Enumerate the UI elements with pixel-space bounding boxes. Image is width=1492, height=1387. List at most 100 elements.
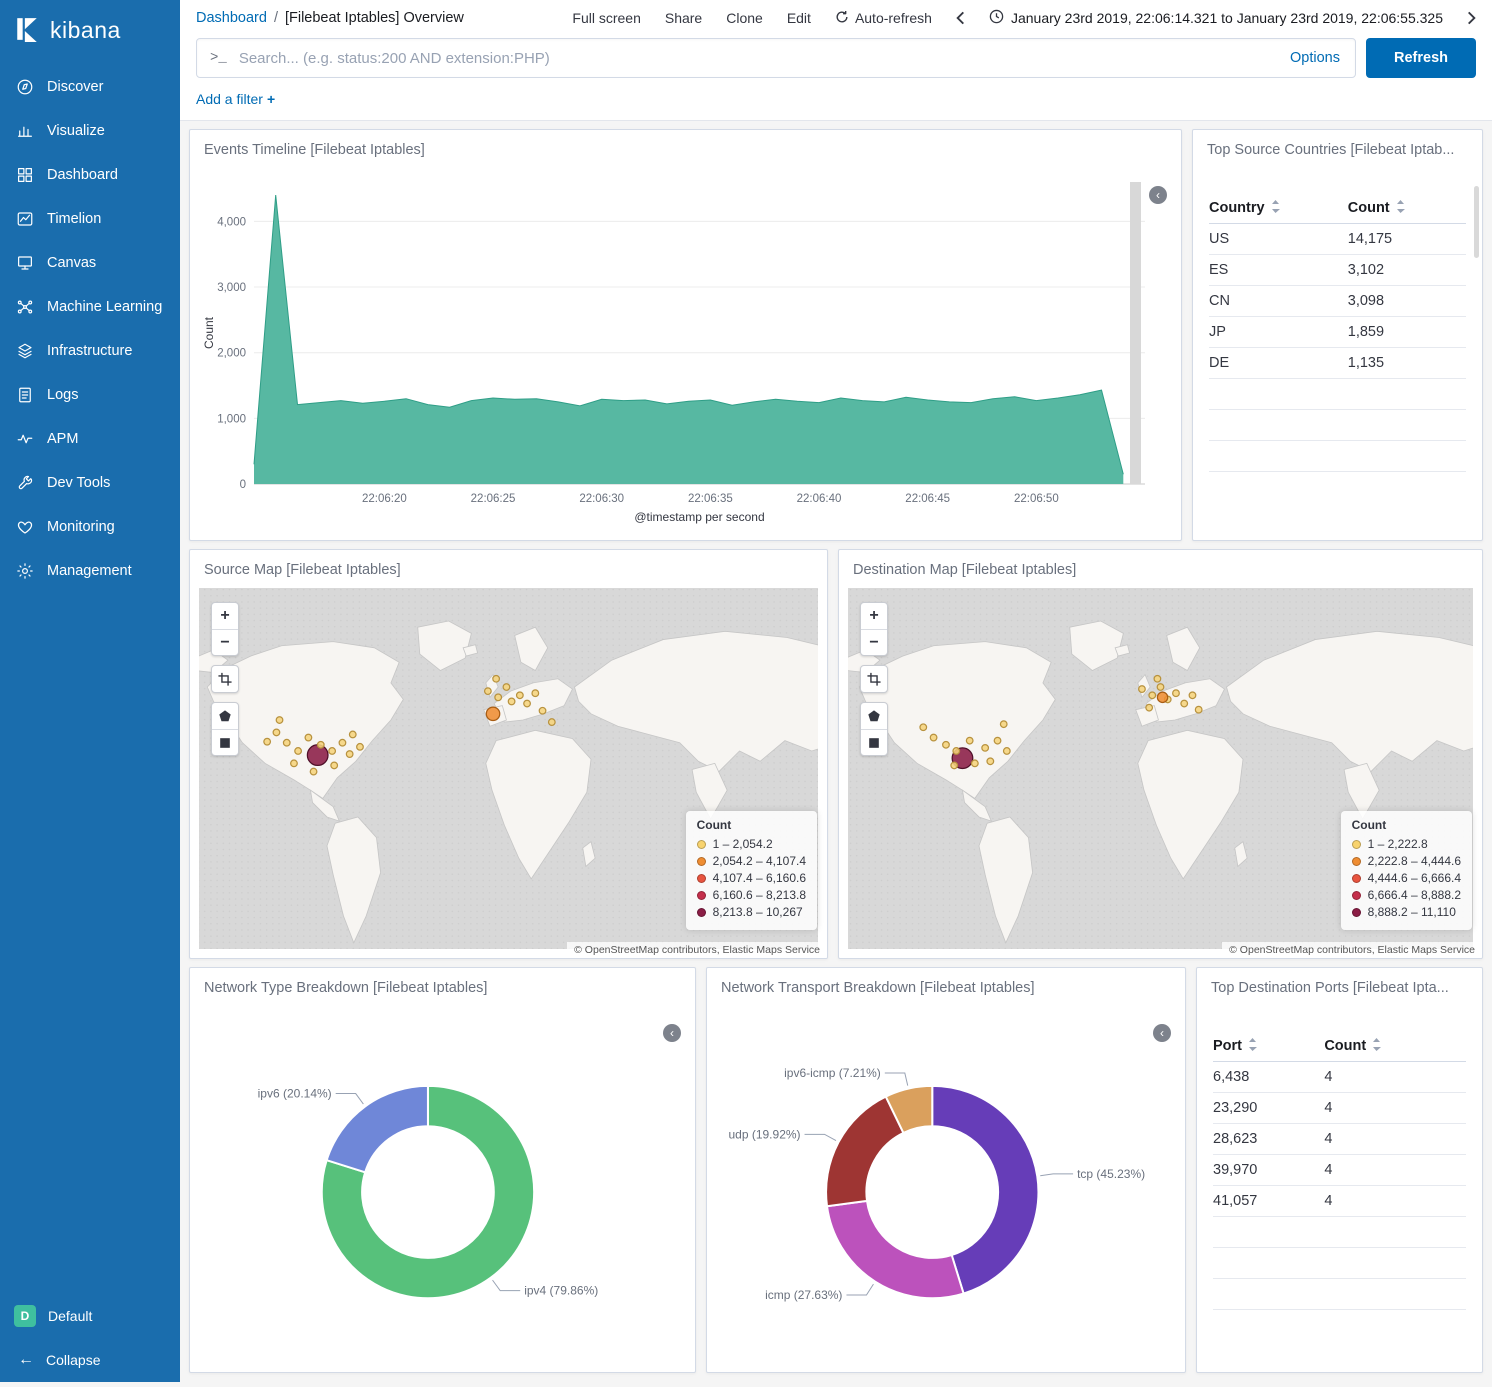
scrollbar[interactable] — [1474, 186, 1479, 258]
time-back-button[interactable] — [956, 9, 965, 27]
refresh-button[interactable]: Refresh — [1366, 38, 1476, 78]
sidebar-item-label: Discover — [47, 79, 104, 95]
kibana-logo-icon — [14, 16, 40, 45]
sidebar: kibana Discover Visualize Dashboard Timelio… — [0, 0, 180, 1382]
legend-item: 2,054.2 – 4,107.4 — [696, 853, 806, 870]
sidebar-item-apm[interactable]: APM — [0, 417, 180, 461]
map-marker — [494, 693, 503, 702]
sidebar-nav: Discover Visualize Dashboard Timelion Canvas… — [0, 65, 180, 593]
table-row: 41,057 4 — [1213, 1185, 1466, 1217]
zoom-out-button[interactable]: − — [861, 629, 887, 655]
sidebar-item-canvas[interactable]: Canvas — [0, 241, 180, 285]
map-marker — [993, 736, 1002, 745]
fit-bounds-icon[interactable] — [212, 666, 238, 692]
donut-slice-ipv6[interactable] — [325, 1084, 429, 1174]
map-controls: + − — [860, 602, 888, 756]
map-marker — [309, 767, 318, 776]
sidebar-item-space-default[interactable]: D Default — [0, 1294, 180, 1338]
donut-slice-icmp[interactable] — [825, 1199, 965, 1300]
sidebar-item-infrastructure[interactable]: Infrastructure — [0, 329, 180, 373]
app-title: kibana — [50, 17, 121, 43]
map-marker — [950, 761, 959, 770]
map-marker — [986, 757, 995, 766]
zoom-in-button[interactable]: + — [861, 603, 887, 629]
time-forward-button[interactable] — [1467, 9, 1476, 27]
legend-label: 2,222.8 – 4,444.6 — [1367, 854, 1461, 868]
sidebar-item-dev-tools[interactable]: Dev Tools — [0, 461, 180, 505]
collapse-label: Collapse — [46, 1352, 101, 1368]
svg-text:0: 0 — [240, 479, 246, 491]
menu-item-clone[interactable]: Clone — [726, 10, 763, 26]
add-filter-button[interactable]: Add a filter + — [196, 91, 276, 107]
column-header-country[interactable]: Country — [1209, 192, 1348, 224]
map-marker — [502, 683, 511, 691]
breadcrumb-dashboard-link[interactable]: Dashboard — [196, 10, 267, 26]
panel-title: Network Transport Breakdown [Filebeat Ip… — [721, 980, 1035, 996]
map-marker — [338, 738, 347, 747]
source-countries-table: Country Count US 14,175 ES 3,102 CN 3,098 JP 1,85… — [1193, 162, 1482, 472]
legend-label: 8,888.2 – 11,110 — [1367, 905, 1456, 919]
menu-item-edit[interactable]: Edit — [786, 10, 811, 26]
map-attribution: © OpenStreetMap contributors, Elastic Ma… — [1222, 942, 1482, 958]
sidebar-item-timelion[interactable]: Timelion — [0, 197, 180, 241]
map-marker — [345, 750, 354, 758]
table-row-empty — [1213, 1216, 1466, 1248]
donut-label-tcp: tcp (45.23%) — [1077, 1167, 1145, 1181]
time-range-picker[interactable]: January 23rd 2019, 22:06:14.321 to Janua… — [989, 9, 1443, 27]
pulse-icon — [16, 430, 34, 448]
column-header-count[interactable]: Count — [1347, 192, 1466, 224]
donut-label-udp: udp (19.92%) — [728, 1127, 800, 1141]
network-type-donut-chart[interactable]: ipv4 (79.86%) ipv6 (20.14%) — [200, 1008, 685, 1362]
map-marker — [981, 743, 990, 752]
panel-source-map: Source Map [Filebeat Iptables] + − — [189, 549, 828, 959]
sidebar-item-management[interactable]: Management — [0, 549, 180, 593]
column-header-count[interactable]: Count — [1324, 1030, 1466, 1062]
search-input[interactable] — [236, 48, 1276, 68]
sidebar-item-logs[interactable]: Logs — [0, 373, 180, 417]
kibana-logo[interactable]: kibana — [0, 0, 180, 65]
map-marker — [290, 759, 298, 768]
auto-refresh-button[interactable]: Auto-refresh — [835, 10, 932, 27]
panel-title: Top Source Countries [Filebeat Iptab... — [1207, 142, 1455, 158]
donut-slice-tcp[interactable] — [931, 1084, 1040, 1295]
column-header-port[interactable]: Port — [1213, 1030, 1325, 1062]
zoom-out-button[interactable]: − — [212, 629, 238, 655]
svg-text:Count: Count — [202, 316, 216, 349]
legend-toggle-icon[interactable]: ‹ — [1149, 186, 1167, 204]
zoom-in-button[interactable]: + — [212, 603, 238, 629]
legend-item: 1 – 2,054.2 — [696, 836, 806, 853]
legend-toggle-icon[interactable]: ‹ — [1153, 1024, 1171, 1042]
sidebar-item-monitoring[interactable]: Monitoring — [0, 505, 180, 549]
sidebar-item-visualize[interactable]: Visualize — [0, 109, 180, 153]
donut-slice-ipv6-icmp[interactable] — [884, 1084, 934, 1135]
legend-item: 8,213.8 – 10,267 — [696, 904, 806, 921]
menu-item-full-screen[interactable]: Full screen — [572, 10, 641, 26]
sidebar-item-machine-learning[interactable]: Machine Learning — [0, 285, 180, 329]
sidebar-item-dashboard[interactable]: Dashboard — [0, 153, 180, 197]
breadcrumb-row: Dashboard / [Filebeat Iptables] Overview… — [180, 0, 1492, 34]
events-timeline-chart[interactable]: 0 1,000 2,000 3,000 4,000 22:06:20 22:06:25 22:… — [200, 174, 1171, 530]
search-options-link[interactable]: Options — [1290, 50, 1340, 66]
ml-nodes-icon — [16, 298, 34, 316]
draw-polygon-icon[interactable] — [861, 703, 887, 729]
table-cell: 4 — [1324, 1123, 1466, 1155]
draw-rectangle-icon[interactable] — [861, 729, 887, 755]
sidebar-bottom: D Default ← Collapse — [0, 1294, 180, 1382]
legend-toggle-icon[interactable]: ‹ — [663, 1024, 681, 1042]
map-marker — [1002, 747, 1011, 755]
donut-slice-ipv4[interactable] — [320, 1084, 536, 1300]
legend-color-dot — [1351, 857, 1361, 866]
fit-bounds-icon[interactable] — [861, 666, 887, 692]
draw-polygon-icon[interactable] — [212, 703, 238, 729]
legend-label: 1 – 2,054.2 — [712, 837, 773, 851]
panel-top-destination-ports: Top Destination Ports [Filebeat Ipta... … — [1196, 967, 1483, 1373]
table-cell: JP — [1209, 316, 1348, 348]
network-transport-donut-chart[interactable]: tcp (45.23%) icmp (27.63%) udp (19.92%) ipv… — [717, 1008, 1175, 1362]
sidebar-item-discover[interactable]: Discover — [0, 65, 180, 109]
table-row-empty — [1213, 1278, 1466, 1310]
menu-item-share[interactable]: Share — [664, 10, 703, 26]
sidebar-collapse-button[interactable]: ← Collapse — [0, 1338, 180, 1382]
breadcrumb-current: [Filebeat Iptables] Overview — [284, 10, 464, 26]
draw-rectangle-icon[interactable] — [212, 729, 238, 755]
donut-slice-udp[interactable] — [825, 1095, 905, 1208]
